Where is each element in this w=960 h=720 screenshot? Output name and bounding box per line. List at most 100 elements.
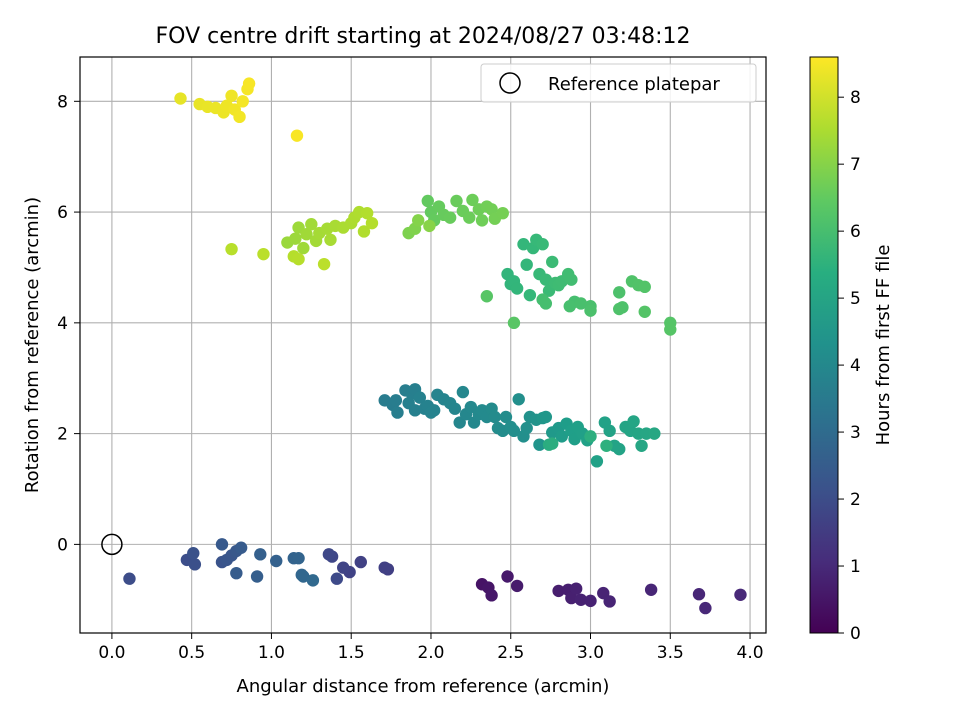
x-tick-label: 4.0 [737, 643, 764, 663]
data-point [463, 211, 476, 224]
data-point [569, 582, 583, 595]
legend: Reference platepar [480, 63, 757, 103]
x-tick-label: 2.0 [417, 643, 444, 663]
data-point [501, 570, 514, 583]
data-point [613, 442, 626, 456]
data-point [475, 214, 489, 227]
data-point [174, 92, 187, 105]
data-point [391, 406, 404, 419]
x-tick-label: 3.0 [577, 643, 604, 663]
data-point [613, 286, 626, 299]
y-axis-ticks: 0 2 4 6 8 [57, 92, 80, 555]
data-point [254, 548, 267, 561]
data-point [539, 297, 553, 310]
colorbar-tick-label: 2 [850, 490, 861, 510]
data-point [699, 601, 712, 615]
data-point [546, 437, 559, 450]
data-point [257, 247, 270, 261]
data-point [496, 206, 509, 220]
data-point [507, 316, 521, 330]
data-point [413, 391, 427, 404]
data-point [499, 410, 513, 424]
x-tick-label: 1.0 [258, 643, 285, 663]
data-point [306, 574, 320, 587]
data-point [536, 238, 549, 251]
data-point [324, 233, 337, 246]
legend-label: Reference platepar [548, 74, 720, 95]
y-tick-label: 0 [57, 535, 68, 555]
data-point [389, 394, 403, 407]
data-point [450, 194, 463, 208]
data-point [517, 238, 530, 251]
data-point [523, 288, 537, 302]
data-point [692, 588, 706, 601]
data-point [322, 548, 336, 561]
data-point [644, 583, 658, 596]
legend-box [480, 63, 757, 103]
data-point [378, 561, 391, 574]
data-point [292, 252, 305, 266]
data-point [510, 282, 524, 295]
data-point [485, 203, 498, 216]
data-point [464, 400, 478, 414]
x-tick-label: 3.5 [657, 643, 684, 663]
data-point [290, 129, 304, 142]
legend-reference-icon [499, 72, 521, 94]
data-point [510, 579, 524, 593]
data-point [466, 193, 479, 207]
colorbar-tick-label: 0 [850, 624, 861, 644]
data-point [480, 290, 494, 303]
colorbar-gradient [809, 56, 839, 634]
data-point [584, 594, 597, 608]
data-point [520, 421, 533, 435]
data-point [250, 570, 264, 583]
data-point [638, 280, 651, 294]
y-tick-label: 2 [57, 425, 68, 445]
data-point [603, 424, 616, 438]
data-point [360, 206, 374, 220]
data-point [584, 304, 597, 317]
colorbar-tick-label: 5 [850, 289, 861, 309]
data-point [354, 555, 367, 569]
data-point [546, 255, 559, 269]
data-point [603, 595, 616, 608]
data-point [613, 302, 626, 316]
colorbar-tick-label: 6 [850, 222, 861, 242]
data-point [289, 232, 302, 245]
data-point [512, 393, 525, 406]
data-point [574, 297, 588, 310]
colorbar-tick-label: 4 [850, 356, 861, 376]
data-point [357, 225, 371, 238]
y-tick-label: 4 [57, 314, 68, 334]
data-point [638, 305, 651, 318]
colorbar-tick-label: 3 [850, 423, 861, 443]
data-point [187, 547, 200, 560]
data-point [236, 95, 249, 108]
y-axis-label: Rotation from reference (arcmin) [22, 197, 43, 493]
data-point [627, 415, 640, 428]
data-point [234, 541, 248, 554]
x-axis-label: Angular distance from reference (arcmin) [237, 676, 610, 697]
data-point [533, 438, 546, 451]
data-point [297, 241, 310, 255]
chart-title: FOV centre drift starting at 2024/08/27 … [156, 24, 691, 49]
reference-platepar-marker [101, 533, 123, 556]
data-point [225, 242, 238, 256]
data-point [225, 89, 238, 102]
data-point [734, 588, 747, 601]
data-point [188, 558, 202, 571]
y-tick-label: 6 [57, 203, 68, 223]
data-point [443, 211, 457, 224]
reference-marker [101, 533, 123, 556]
data-points [123, 77, 747, 615]
y-tick-label: 8 [57, 92, 68, 112]
data-point [520, 258, 533, 271]
data-point [456, 385, 470, 399]
data-point [123, 572, 136, 585]
data-point [574, 593, 588, 606]
colorbar-tick-label: 8 [850, 88, 861, 108]
data-point [584, 430, 597, 443]
data-point [423, 219, 436, 233]
plot-frame [79, 56, 767, 634]
